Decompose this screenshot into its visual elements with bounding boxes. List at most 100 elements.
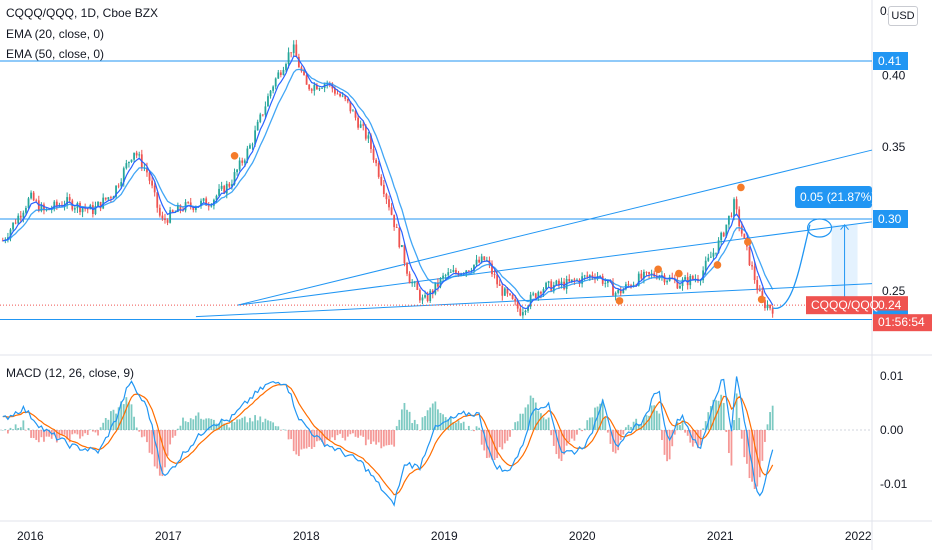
measure-arrow-head — [840, 223, 849, 231]
macd-hist-bar — [68, 430, 71, 443]
macd-hist-bar — [231, 420, 233, 430]
candle-body — [606, 280, 609, 283]
macd-hist-bar — [735, 393, 738, 430]
macd-hist-bar — [61, 430, 63, 435]
candle-body — [717, 240, 720, 253]
macd-hist-bar — [370, 430, 372, 445]
projection-circle — [806, 218, 833, 238]
candle-body — [725, 224, 728, 237]
candle-body — [233, 172, 236, 185]
macd-hist-bar — [125, 397, 128, 430]
macd-hist-bar — [223, 423, 226, 430]
candle-body — [336, 93, 339, 95]
candle-body — [449, 272, 452, 273]
candle-body — [153, 185, 156, 193]
macd-hist-bar — [323, 430, 326, 446]
ema50-legend[interactable]: EMA (50, close, 0) — [6, 47, 105, 61]
macd-hist-bar — [97, 430, 99, 436]
candle-body — [128, 161, 130, 164]
macd-hist-bar — [676, 422, 679, 430]
macd-hist-bar — [545, 419, 547, 430]
macd-pane[interactable] — [0, 376, 872, 507]
macd-hist-bar — [663, 430, 666, 455]
candle-body — [164, 218, 166, 221]
macd-hist-bar — [313, 430, 316, 448]
candle-body — [282, 69, 285, 76]
macd-hist-bar — [4, 429, 7, 430]
macd-hist-bar — [488, 430, 491, 458]
macd-hist-bar — [164, 430, 166, 468]
price-tick-0: 0.40 — [882, 68, 906, 82]
candle-body — [493, 274, 496, 275]
candle-body — [390, 207, 393, 215]
macd-tick-2: -0.01 — [880, 477, 908, 491]
signal-dot-0 — [230, 152, 239, 160]
symbol-legend[interactable]: CQQQ/QQQ, 1D, Cboe BZX — [6, 6, 159, 20]
candle-body — [617, 289, 620, 293]
macd-hist-bar — [596, 406, 599, 430]
time-axis[interactable]: 2016 2017 2018 2019 2020 2021 2022 — [17, 529, 872, 543]
candle-body — [534, 293, 537, 298]
macd-hist-bar — [207, 418, 210, 430]
price-label-box-2 — [873, 296, 908, 315]
candle-body — [648, 272, 650, 275]
candle-body — [398, 227, 401, 248]
symbol-tag-box — [806, 296, 872, 315]
candle-body — [573, 279, 576, 281]
ema20-legend[interactable]: EMA (20, close, 0) — [6, 27, 105, 41]
macd-hist-bar — [292, 430, 295, 452]
macd-hist-bar — [588, 417, 591, 430]
macd-hist-bar — [27, 428, 30, 430]
candle-body — [769, 304, 771, 309]
time-tick-4: 2020 — [569, 529, 596, 543]
currency-button[interactable]: USD — [888, 6, 918, 26]
candle-body — [707, 257, 710, 261]
macd-hist-bar — [537, 411, 540, 430]
candle-body — [434, 282, 437, 294]
macd-hist-bar — [120, 401, 123, 430]
candle-body — [506, 288, 509, 294]
candle-body — [321, 88, 323, 89]
candle-body — [269, 90, 272, 97]
macd-hist-bar — [334, 430, 336, 441]
candle-body — [395, 227, 398, 228]
candle-body — [318, 88, 321, 90]
macd-hist-bar — [444, 417, 447, 430]
candle-body — [612, 282, 614, 296]
candle-body — [40, 204, 43, 212]
macd-hist-bar — [643, 417, 645, 430]
time-tick-1: 2017 — [155, 529, 182, 543]
price-axis[interactable]: 0.400.350.300.250.410.300.240.2301:56:54 — [873, 52, 932, 332]
price-pane[interactable] — [0, 39, 873, 321]
macd-hist-bar — [341, 430, 344, 438]
candle-body — [9, 229, 12, 238]
macd-hist-bar — [254, 415, 257, 430]
macd-hist-bar — [303, 430, 305, 449]
candle-body — [187, 202, 190, 203]
candle-body — [251, 144, 254, 146]
macd-legend[interactable]: MACD (12, 26, close, 9) — [6, 366, 135, 380]
candle-body — [691, 275, 694, 280]
candle-body — [315, 84, 318, 90]
candle-body — [542, 289, 545, 294]
macd-hist-bar — [609, 430, 612, 444]
macd-hist-bar — [640, 424, 643, 430]
macd-hist-bar — [184, 421, 187, 430]
macd-hist-bar — [76, 430, 79, 435]
candle-body — [19, 215, 22, 218]
candle-body — [756, 280, 759, 290]
macd-hist-bar — [94, 430, 97, 433]
candle-body — [303, 71, 305, 76]
macd-hist-bar — [540, 413, 542, 430]
macd-hist-bar — [99, 427, 102, 430]
candle-body — [104, 197, 107, 200]
macd-hist-bar — [658, 413, 661, 430]
candle-body — [158, 207, 161, 216]
macd-hist-bar — [135, 427, 138, 430]
macd-hist-bar — [308, 430, 311, 447]
macd-hist-bar — [367, 430, 370, 440]
macd-hist-bar — [86, 430, 89, 435]
candle-body — [148, 172, 151, 181]
macd-hist-bar — [189, 418, 192, 430]
macd-axis[interactable]: 0.01 0.00 -0.01 — [880, 369, 908, 491]
